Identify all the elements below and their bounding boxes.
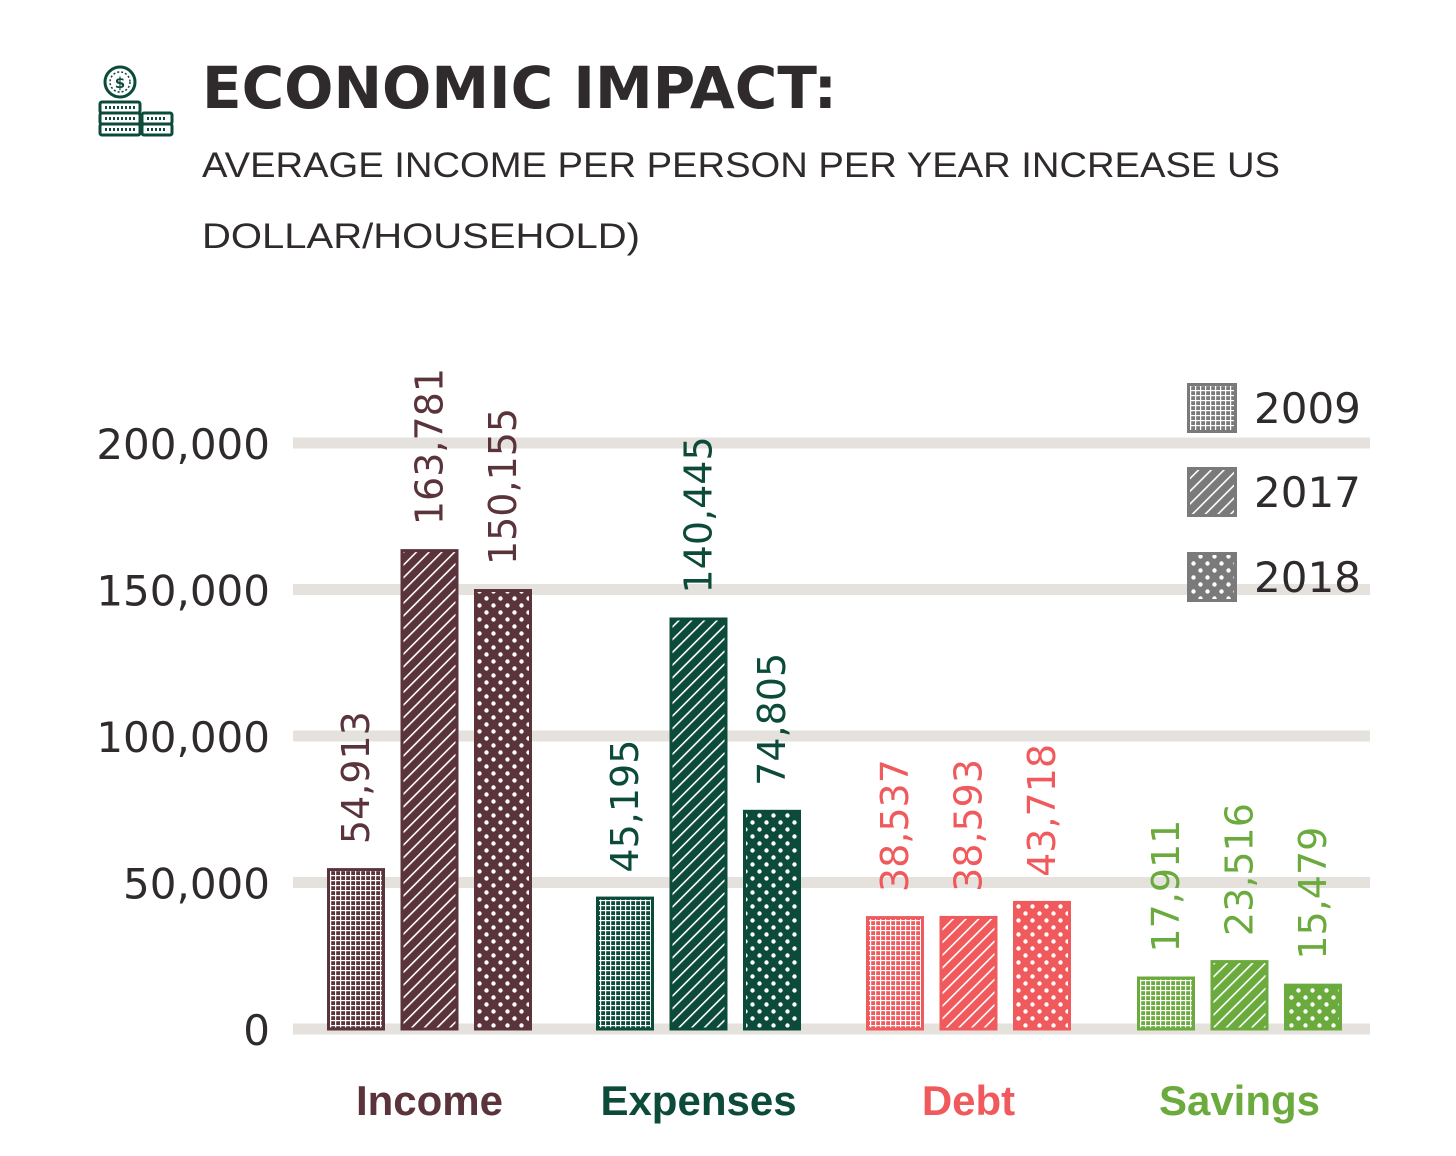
- legend-label-2018: 2018: [1254, 553, 1361, 602]
- value-label: 38,537: [873, 759, 917, 892]
- bar-debt-2018: [1013, 900, 1071, 1031]
- bar-expenses-2018: [743, 809, 801, 1031]
- value-label: 163,781: [408, 368, 452, 525]
- bar-income-2009: [327, 868, 385, 1031]
- legend-swatch-2009: [1187, 383, 1237, 433]
- category-labels: Income Expenses Debt Savings: [356, 1077, 1320, 1124]
- svg-text:$: $: [115, 74, 125, 92]
- value-label: 23,516: [1218, 803, 1262, 936]
- value-label: 45,195: [603, 740, 647, 873]
- chart-subtitle-line-1: AVERAGE INCOME PER PERSON PER YEAR INCRE…: [202, 146, 1280, 185]
- y-tick-label: 150,000: [96, 567, 270, 616]
- bar-savings-2018: [1284, 983, 1342, 1031]
- y-tick-label: 50,000: [123, 860, 270, 909]
- y-tick-label: 100,000: [96, 713, 270, 762]
- legend-swatch-2017: [1187, 467, 1237, 517]
- category-label-savings: Savings: [1159, 1077, 1320, 1124]
- bar-debt-2009: [866, 916, 924, 1031]
- legend-swatch-2018: [1187, 552, 1237, 602]
- value-label: 74,805: [750, 653, 794, 786]
- category-label-expenses: Expenses: [600, 1077, 796, 1124]
- value-label: 38,593: [947, 759, 991, 892]
- value-label: 54,913: [334, 711, 378, 844]
- bars: [327, 549, 1342, 1031]
- legend: 2009 2017 2018: [1187, 383, 1361, 602]
- category-label-debt: Debt: [922, 1077, 1015, 1124]
- chart-subtitle-line-2: DOLLAR/HOUSEHOLD): [202, 217, 640, 256]
- legend-label-2009: 2009: [1254, 384, 1361, 433]
- value-label: 17,911: [1144, 820, 1188, 953]
- legend-label-2017: 2017: [1254, 468, 1361, 517]
- bar-debt-2017: [939, 915, 998, 1031]
- y-tick-label: 200,000: [96, 420, 270, 469]
- bar-expenses-2017: [669, 617, 728, 1031]
- chart-title: ECONOMIC IMPACT:: [202, 54, 837, 122]
- category-label-income: Income: [356, 1077, 503, 1124]
- bar-income-2017: [400, 549, 459, 1031]
- bar-savings-2017: [1210, 960, 1269, 1031]
- value-label: 140,445: [677, 436, 721, 593]
- value-label: 15,479: [1291, 827, 1335, 960]
- bar-expenses-2009: [596, 896, 654, 1031]
- value-labels: 54,913 163,781 150,155 45,195 140,445 74,805 3…: [334, 368, 1335, 960]
- value-label: 43,718: [1020, 744, 1064, 877]
- bar-income-2018: [474, 589, 532, 1031]
- value-label: 150,155: [481, 408, 525, 565]
- bar-savings-2009: [1137, 976, 1195, 1031]
- money-coins-icon: $: [98, 65, 174, 137]
- y-axis-tick-labels: 0 50,000 100,000 150,000 200,000: [96, 420, 270, 1055]
- y-tick-label: 0: [243, 1006, 270, 1055]
